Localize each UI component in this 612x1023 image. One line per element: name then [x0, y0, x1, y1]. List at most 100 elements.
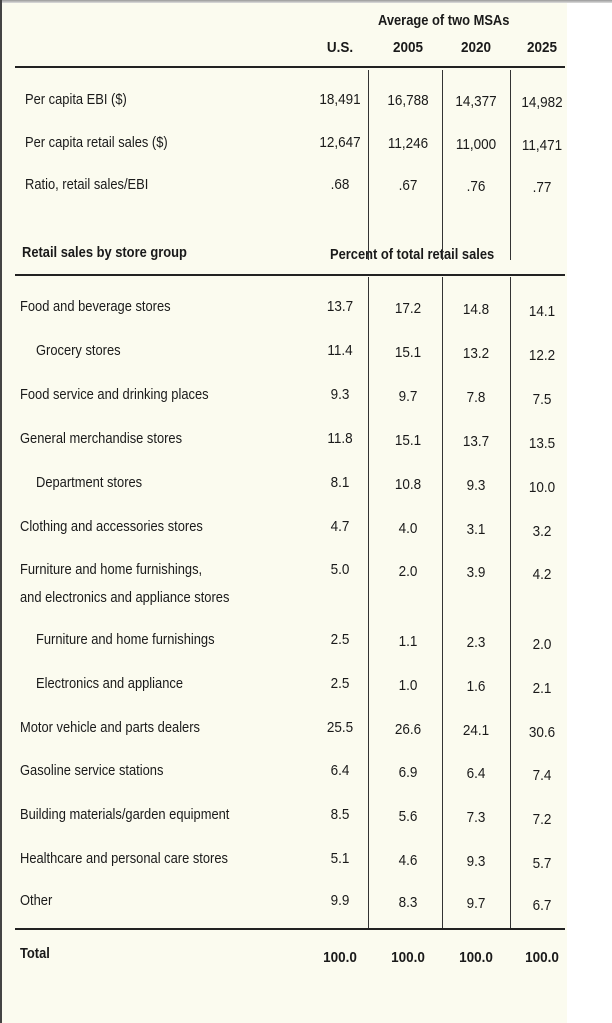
- table-cell: 7.4: [532, 766, 552, 784]
- total-cell: 100.0: [459, 949, 493, 966]
- summary-cell: 12,647: [319, 134, 361, 151]
- table-cell: 6.9: [398, 763, 418, 781]
- summary-row-label: Ratio, retail sales/EBI: [25, 176, 149, 193]
- total-cell: 100.0: [391, 949, 425, 966]
- table-cell: 9.3: [330, 386, 350, 403]
- row-label: Department stores: [36, 474, 143, 491]
- total-cell: 100.0: [525, 949, 559, 966]
- row-label: General merchandise stores: [20, 430, 183, 447]
- summary-cell: 11,000: [455, 136, 497, 153]
- row-label: Motor vehicle and parts dealers: [20, 719, 200, 736]
- table-cell: 8.5: [330, 806, 350, 823]
- section-heading-left: Retail sales by store group: [22, 244, 187, 261]
- total-label: Total: [20, 945, 50, 962]
- table-cell: 3.1: [466, 521, 486, 538]
- table-cell: 13.2: [462, 345, 490, 362]
- table-cell: 6.4: [330, 762, 350, 779]
- summary-cell: 14,377: [455, 93, 497, 110]
- summary-cell: .77: [532, 179, 552, 196]
- header-rule: [15, 66, 565, 68]
- table-cell: 5.6: [398, 807, 418, 825]
- table-cell: 17.2: [394, 299, 422, 317]
- table-cell: 2.0: [398, 562, 418, 580]
- row-label: Clothing and accessories stores: [20, 518, 203, 535]
- table-cell: 4.6: [398, 851, 418, 869]
- document-page: [0, 0, 567, 1023]
- summary-cell: 14,982: [521, 94, 563, 111]
- table-cell: 5.0: [330, 561, 350, 578]
- table-cell: 1.0: [398, 676, 418, 694]
- page-edge: [0, 0, 612, 3]
- row-label-continued: and electronics and appliance stores: [20, 589, 230, 606]
- table-cell: 8.1: [330, 474, 350, 491]
- table-cell: 7.5: [532, 390, 552, 408]
- summary-cell: .76: [466, 178, 486, 195]
- row-label: Food and beverage stores: [20, 298, 171, 315]
- total-cell: 100.0: [323, 949, 357, 966]
- table-cell: 24.1: [462, 722, 490, 739]
- table-cell: 13.5: [528, 434, 556, 452]
- row-label: Food service and drinking places: [20, 386, 209, 403]
- table-cell: 7.3: [466, 809, 486, 826]
- row-label: Gasoline service stations: [20, 762, 164, 779]
- table-cell: 14.1: [528, 302, 556, 320]
- table-cell: 15.1: [394, 343, 422, 361]
- table-cell: 6.7: [532, 896, 552, 914]
- table-cell: 2.1: [532, 679, 552, 697]
- table-cell: 2.5: [330, 631, 350, 648]
- table-cell: 25.5: [326, 719, 354, 736]
- row-label: Building materials/garden equipment: [20, 806, 230, 823]
- table-cell: 13.7: [326, 298, 354, 315]
- table-cell: 9.7: [466, 895, 486, 912]
- table-cell: 9.9: [330, 892, 350, 909]
- table-cell: 2.5: [330, 675, 350, 692]
- table-cell: 8.3: [398, 893, 418, 911]
- table-cell: 9.3: [466, 477, 486, 494]
- table-cell: 3.2: [532, 522, 552, 540]
- column-header: 2005: [392, 39, 424, 56]
- summary-row-label: Per capita EBI ($): [25, 91, 127, 108]
- page-edge-left: [0, 0, 2, 1023]
- table-cell: 5.1: [330, 850, 350, 867]
- table-cell: 14.8: [462, 301, 490, 318]
- table-cell: 7.2: [532, 810, 552, 828]
- row-label: Furniture and home furnishings: [36, 631, 215, 648]
- column-header: 2020: [460, 39, 492, 56]
- table-cell: 12.2: [528, 346, 556, 364]
- table-cell: 26.6: [394, 720, 422, 738]
- table-cell: 7.8: [466, 389, 486, 406]
- table-cell: 6.4: [466, 765, 486, 782]
- summary-cell: 11,246: [387, 135, 429, 152]
- summary-cell: .68: [330, 176, 350, 193]
- table-cell: 4.2: [532, 565, 552, 583]
- table-cell: 15.1: [394, 431, 422, 449]
- table-cell: 2.3: [466, 634, 486, 651]
- summary-cell: 18,491: [319, 91, 361, 108]
- row-label: Other: [20, 892, 53, 909]
- table-cell: 11.8: [327, 430, 353, 447]
- column-divider: [442, 70, 443, 260]
- table-cell: 11.4: [327, 342, 353, 359]
- summary-cell: .67: [398, 177, 418, 194]
- column-divider: [510, 277, 511, 928]
- table-cell: 10.0: [528, 478, 556, 496]
- summary-cell: 11,471: [521, 137, 563, 154]
- table-cell: 4.7: [330, 518, 350, 535]
- table-cell: 10.8: [394, 475, 422, 493]
- section-rule: [15, 274, 565, 276]
- column-divider: [368, 277, 369, 928]
- table-cell: 2.0: [532, 635, 552, 653]
- summary-row-label: Per capita retail sales ($): [25, 134, 168, 151]
- section-heading-right: Percent of total retail sales: [330, 246, 495, 263]
- column-group-header: Average of two MSAs: [378, 12, 510, 29]
- column-header: U.S.: [326, 39, 354, 56]
- table-cell: 30.6: [528, 723, 556, 741]
- row-label: Healthcare and personal care stores: [20, 850, 228, 867]
- column-divider: [510, 70, 511, 260]
- table-cell: 9.3: [466, 853, 486, 870]
- table-cell: 13.7: [462, 433, 490, 450]
- table-cell: 9.7: [398, 387, 418, 405]
- table-cell: 4.0: [398, 519, 418, 537]
- table-cell: 5.7: [532, 854, 552, 872]
- table-cell: 1.1: [398, 632, 418, 650]
